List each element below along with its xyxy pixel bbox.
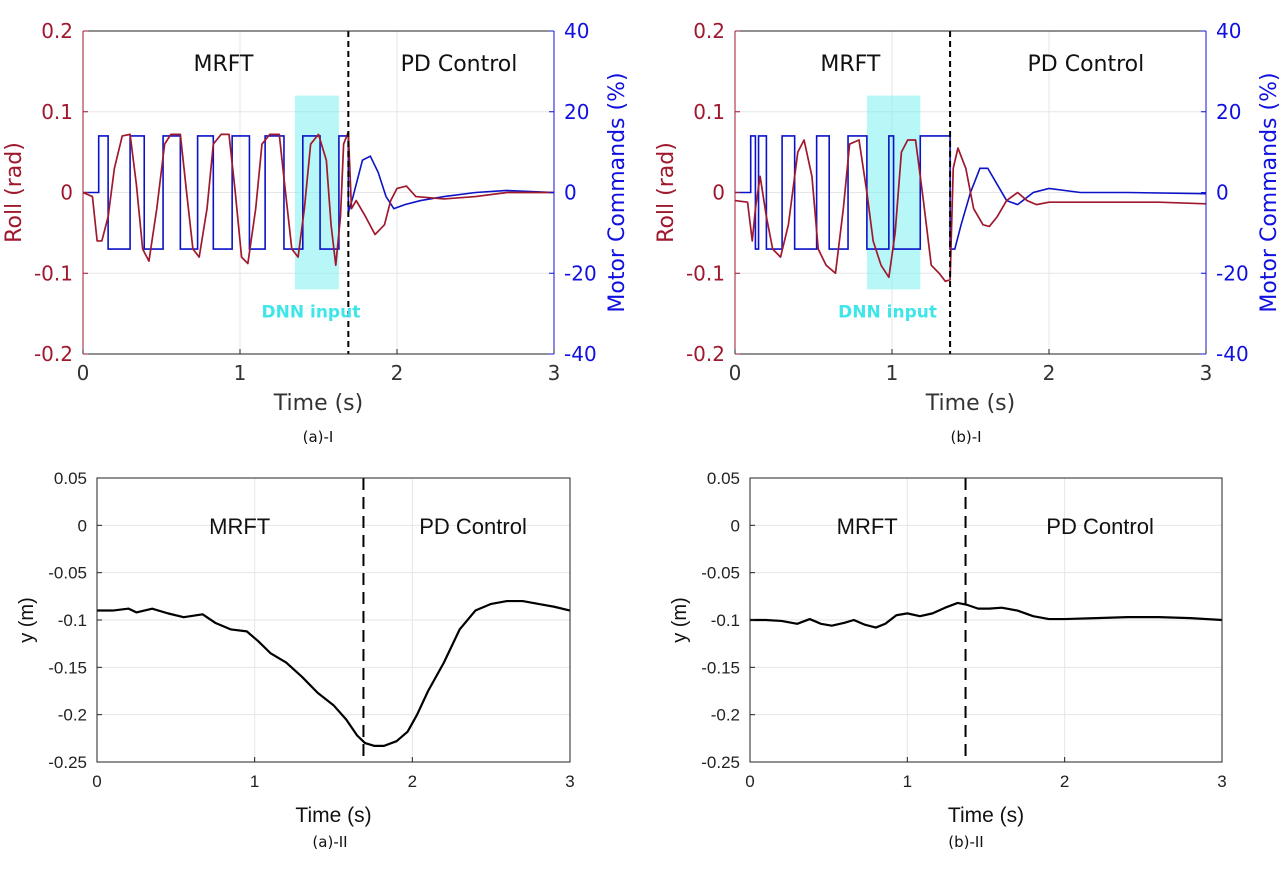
y-position-series bbox=[750, 601, 1223, 629]
left-y-tick-label: 0.2 bbox=[41, 19, 73, 43]
x-tick-label: 1 bbox=[234, 361, 247, 385]
y-tick-label: -0.25 bbox=[701, 753, 740, 772]
left-y-tick-label: 0 bbox=[60, 181, 73, 205]
panel-caption: (b)-I bbox=[950, 428, 981, 446]
x-axis-label: Time (s) bbox=[295, 804, 371, 827]
left-y-axis-label: Roll (rad) bbox=[654, 142, 679, 243]
right-y-tick-label: 0 bbox=[564, 181, 577, 205]
pd-control-region-label: PD Control bbox=[1046, 514, 1154, 539]
left-y-tick-label: -0.1 bbox=[34, 261, 73, 285]
mrft-region-label: MRFT bbox=[837, 514, 898, 539]
x-tick-label: 1 bbox=[250, 772, 259, 791]
left-y-tick-label: -0.2 bbox=[34, 342, 73, 366]
left-y-tick-label: -0.2 bbox=[686, 342, 725, 366]
dnn-input-window bbox=[294, 95, 339, 290]
y-tick-label: -0.2 bbox=[711, 706, 740, 725]
x-tick-label: 2 bbox=[391, 361, 404, 385]
pd-control-region-label: PD Control bbox=[419, 514, 527, 539]
y-tick-label: 0.05 bbox=[707, 469, 740, 488]
panel-caption: (a)-I bbox=[303, 428, 334, 446]
y-tick-label: -0.05 bbox=[48, 564, 87, 583]
right-y-axis-label: Motor Commands (%) bbox=[1257, 72, 1282, 312]
left-y-tick-label: 0.1 bbox=[693, 100, 725, 124]
mrft-region-label: MRFT bbox=[209, 514, 270, 539]
x-tick-label: 0 bbox=[92, 772, 101, 791]
pd-control-region-label: PD Control bbox=[1028, 52, 1145, 77]
panel-top-a: 0 1 2 3 0.2 0.1 0 -0.1 -0.2 40 20 0 -20 -40 Time (s) Ro… bbox=[2, 19, 630, 446]
y-tick-label: -0.15 bbox=[701, 658, 740, 677]
right-y-tick-label: -40 bbox=[1216, 342, 1249, 366]
x-tick-label: 2 bbox=[408, 772, 417, 791]
y-tick-label: -0.2 bbox=[58, 706, 87, 725]
x-axis-label: Time (s) bbox=[948, 804, 1024, 827]
right-y-tick-label: 40 bbox=[1216, 19, 1241, 43]
dnn-input-label: DNN input bbox=[838, 303, 937, 323]
right-y-tick-label: -20 bbox=[1216, 261, 1249, 285]
left-y-axis-label: Roll (rad) bbox=[2, 142, 27, 243]
mrft-region-label: MRFT bbox=[194, 52, 255, 77]
y-tick-label: -0.25 bbox=[48, 753, 87, 772]
roll-series bbox=[82, 131, 554, 267]
pd-control-region-label: PD Control bbox=[401, 52, 518, 77]
left-y-tick-label: 0.1 bbox=[41, 100, 73, 124]
panel-top-b: 0 1 2 3 0.2 0.1 0 -0.1 -0.2 40 20 0 -20 -40 Time (s) Ro… bbox=[654, 19, 1282, 446]
x-tick-label: 3 bbox=[1200, 361, 1213, 385]
x-tick-label: 2 bbox=[1043, 361, 1056, 385]
x-tick-label: 0 bbox=[77, 361, 90, 385]
dnn-input-label: DNN input bbox=[262, 303, 361, 323]
panel-caption: (b)-II bbox=[948, 833, 984, 851]
y-tick-label: 0 bbox=[78, 516, 87, 535]
y-position-series bbox=[97, 599, 571, 748]
left-y-tick-label: 0.2 bbox=[693, 19, 725, 43]
y-tick-label: -0.1 bbox=[711, 611, 740, 630]
x-tick-label: 1 bbox=[886, 361, 899, 385]
x-tick-label: 3 bbox=[565, 772, 574, 791]
y-tick-label: -0.1 bbox=[58, 611, 87, 630]
x-tick-label: 3 bbox=[1217, 772, 1226, 791]
y-tick-label: -0.05 bbox=[701, 564, 740, 583]
right-y-tick-label: 20 bbox=[1216, 100, 1241, 124]
x-axis-label: Time (s) bbox=[273, 391, 363, 416]
left-y-tick-label: 0 bbox=[712, 181, 725, 205]
x-tick-label: 2 bbox=[1060, 772, 1069, 791]
right-y-tick-label: -20 bbox=[564, 261, 597, 285]
left-y-tick-label: -0.1 bbox=[686, 261, 725, 285]
roll-series bbox=[734, 139, 1207, 283]
right-y-tick-label: -40 bbox=[564, 342, 597, 366]
panel-bottom-b: 0 1 2 3 0.05 0 -0.05 -0.1 -0.15 -0.2 -0.25 Time (s)… bbox=[669, 469, 1227, 851]
mrft-region-label: MRFT bbox=[820, 52, 881, 77]
right-y-tick-label: 0 bbox=[1216, 181, 1229, 205]
x-tick-label: 3 bbox=[548, 361, 561, 385]
right-y-axis-label: Motor Commands (%) bbox=[605, 72, 630, 312]
right-y-tick-label: 20 bbox=[564, 100, 589, 124]
y-tick-label: -0.15 bbox=[48, 658, 87, 677]
y-tick-label: 0 bbox=[731, 516, 740, 535]
motor-commands-series bbox=[83, 135, 555, 250]
x-tick-label: 0 bbox=[745, 772, 754, 791]
x-tick-label: 1 bbox=[903, 772, 912, 791]
x-axis-label: Time (s) bbox=[925, 391, 1015, 416]
y-axis-label: y (m) bbox=[16, 597, 38, 643]
panel-bottom-a: 0 1 2 3 0.05 0 -0.05 -0.1 -0.15 -0.2 -0.25 Time (s)… bbox=[16, 469, 575, 851]
x-tick-label: 0 bbox=[729, 361, 742, 385]
panel-caption: (a)-II bbox=[312, 833, 347, 851]
y-axis-label: y (m) bbox=[669, 597, 691, 643]
right-y-tick-label: 40 bbox=[564, 19, 589, 43]
y-tick-label: 0.05 bbox=[54, 469, 87, 488]
motor-commands-series bbox=[735, 135, 1207, 250]
